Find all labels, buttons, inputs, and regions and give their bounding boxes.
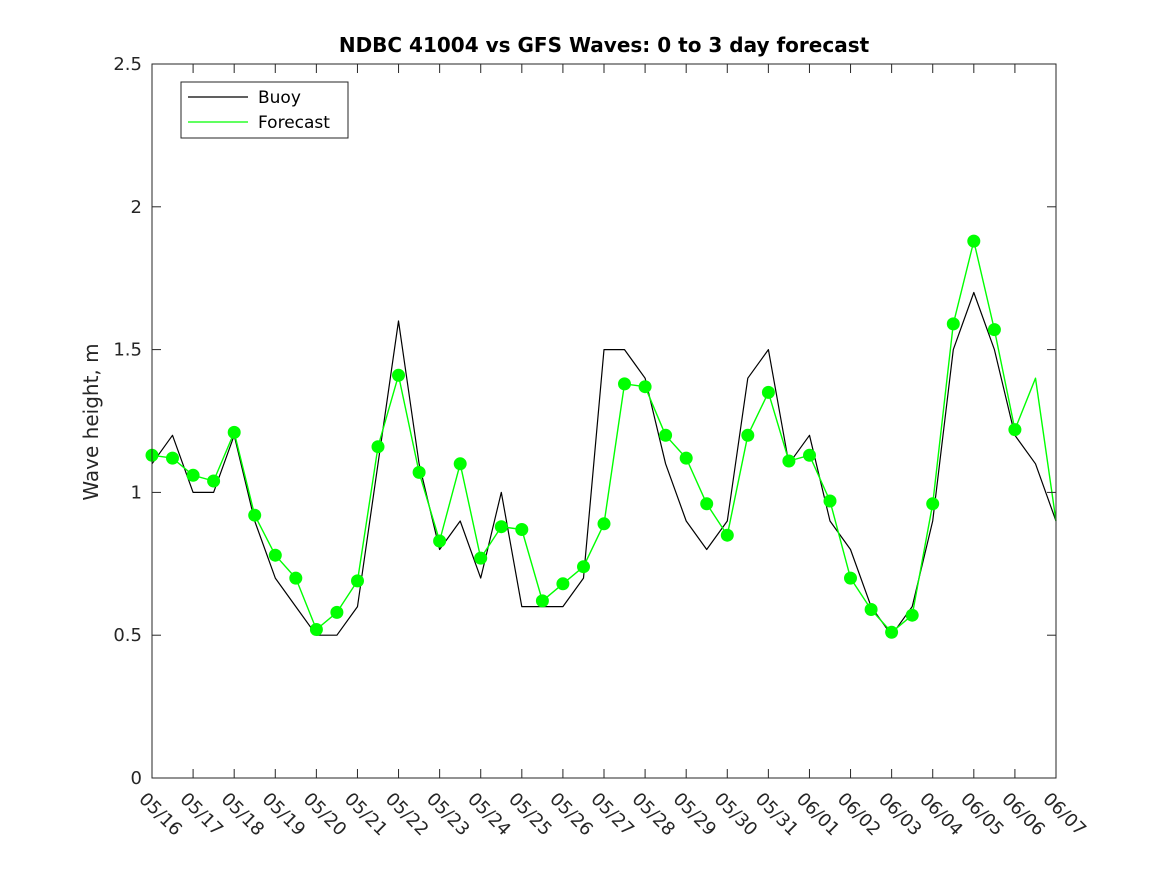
forecast-marker [741, 428, 755, 442]
forecast-marker [761, 385, 775, 399]
forecast-marker [597, 517, 611, 531]
forecast-marker [289, 571, 303, 585]
forecast-marker [494, 520, 508, 534]
forecast-marker [700, 497, 714, 511]
forecast-marker [474, 551, 488, 565]
forecast-marker [248, 508, 262, 522]
forecast-marker [618, 377, 631, 391]
forecast-marker [453, 457, 467, 471]
forecast-marker [1008, 423, 1022, 437]
forecast-marker [207, 474, 221, 488]
forecast-marker [803, 448, 816, 462]
forecast-marker [309, 623, 323, 636]
forecast-marker [844, 571, 857, 585]
forecast-marker [720, 528, 734, 542]
y-tick-label: 0.5 [113, 625, 142, 646]
forecast-marker [864, 603, 878, 616]
legend: Buoy Forecast [180, 81, 349, 139]
forecast-marker [679, 451, 693, 465]
forecast-marker [433, 534, 447, 548]
forecast-marker [905, 608, 919, 622]
forecast-marker [659, 428, 673, 442]
forecast-marker [515, 523, 529, 536]
legend-box [180, 81, 349, 139]
y-axis-label: Wave height, m [79, 343, 103, 500]
y-tick-label: 0 [131, 768, 142, 789]
forecast-marker [638, 380, 652, 394]
forecast-marker [330, 605, 344, 619]
y-tick-label: 2.5 [113, 54, 142, 75]
forecast-marker [577, 560, 590, 574]
forecast-marker [967, 234, 981, 248]
buoy-series-line [151, 291, 1057, 636]
forecast-marker [351, 574, 364, 588]
chart-title: NDBC 41004 vs GFS Waves: 0 to 3 day fore… [339, 33, 870, 57]
forecast-marker [823, 494, 837, 508]
forecast-marker [885, 625, 899, 639]
forecast-marker [392, 368, 405, 382]
forecast-marker [412, 465, 426, 479]
forecast-marker [166, 451, 179, 465]
forecast-marker [535, 594, 549, 608]
y-tick-label: 1 [131, 482, 142, 503]
forecast-marker [782, 454, 796, 468]
forecast-marker [227, 425, 241, 439]
legend-buoy-label: Buoy [258, 88, 301, 108]
forecast-marker [987, 323, 1001, 337]
y-tick-label: 1.5 [113, 340, 142, 361]
plot-area [145, 234, 1057, 639]
y-tick-label: 2 [131, 197, 142, 218]
forecast-marker [556, 577, 570, 591]
forecast-marker [186, 468, 200, 482]
forecast-marker [268, 548, 282, 562]
legend-forecast-label: Forecast [258, 113, 330, 133]
forecast-marker [371, 440, 385, 454]
forecast-marker [926, 497, 940, 511]
forecast-marker [946, 317, 960, 331]
